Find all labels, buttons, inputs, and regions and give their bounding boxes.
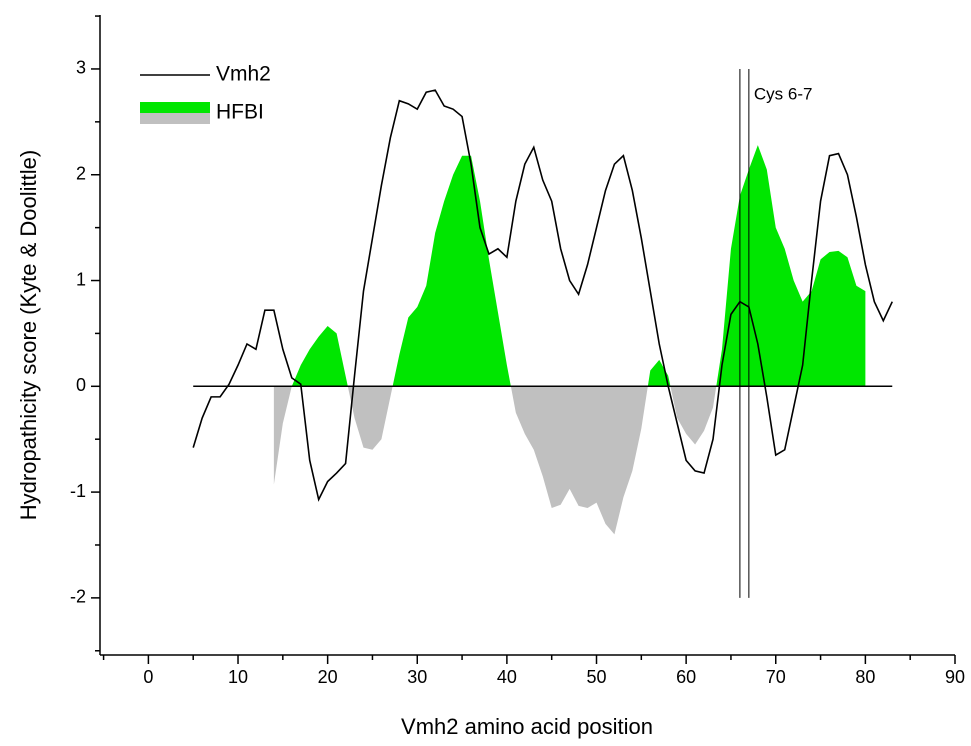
annotation: Cys 6-7 [754, 84, 813, 103]
y-tick-label: 1 [76, 269, 86, 289]
line [192, 89, 893, 502]
legend-label: Vmh2 [216, 63, 271, 86]
y-tick-label: 2 [76, 163, 86, 183]
x-tick-label: 90 [945, 667, 965, 687]
legend-swatch [140, 102, 210, 113]
x-tick-label: 20 [318, 667, 338, 687]
x-tick-label: 40 [497, 667, 517, 687]
x-tick-label: 30 [407, 667, 427, 687]
area-negative [273, 386, 866, 535]
y-tick-label: -2 [70, 587, 86, 607]
y-axis-title: Hydropathicity score (Kyte & Doolittle) [16, 150, 41, 520]
x-tick-label: 80 [855, 667, 875, 687]
legend-swatch [140, 113, 210, 124]
x-tick-label: 50 [586, 667, 606, 687]
y-tick-label: 3 [76, 58, 86, 78]
x-tick-label: 0 [143, 667, 153, 687]
y-tick-label: -1 [70, 481, 86, 501]
y-tick-label: 0 [76, 375, 86, 395]
x-tick-label: 70 [766, 667, 786, 687]
x-tick-label: 10 [228, 667, 248, 687]
area-positive [291, 145, 866, 387]
x-axis-title: Vmh2 amino acid position [401, 714, 653, 739]
legend-label: HFBI [216, 101, 264, 124]
x-tick-label: 60 [676, 667, 696, 687]
